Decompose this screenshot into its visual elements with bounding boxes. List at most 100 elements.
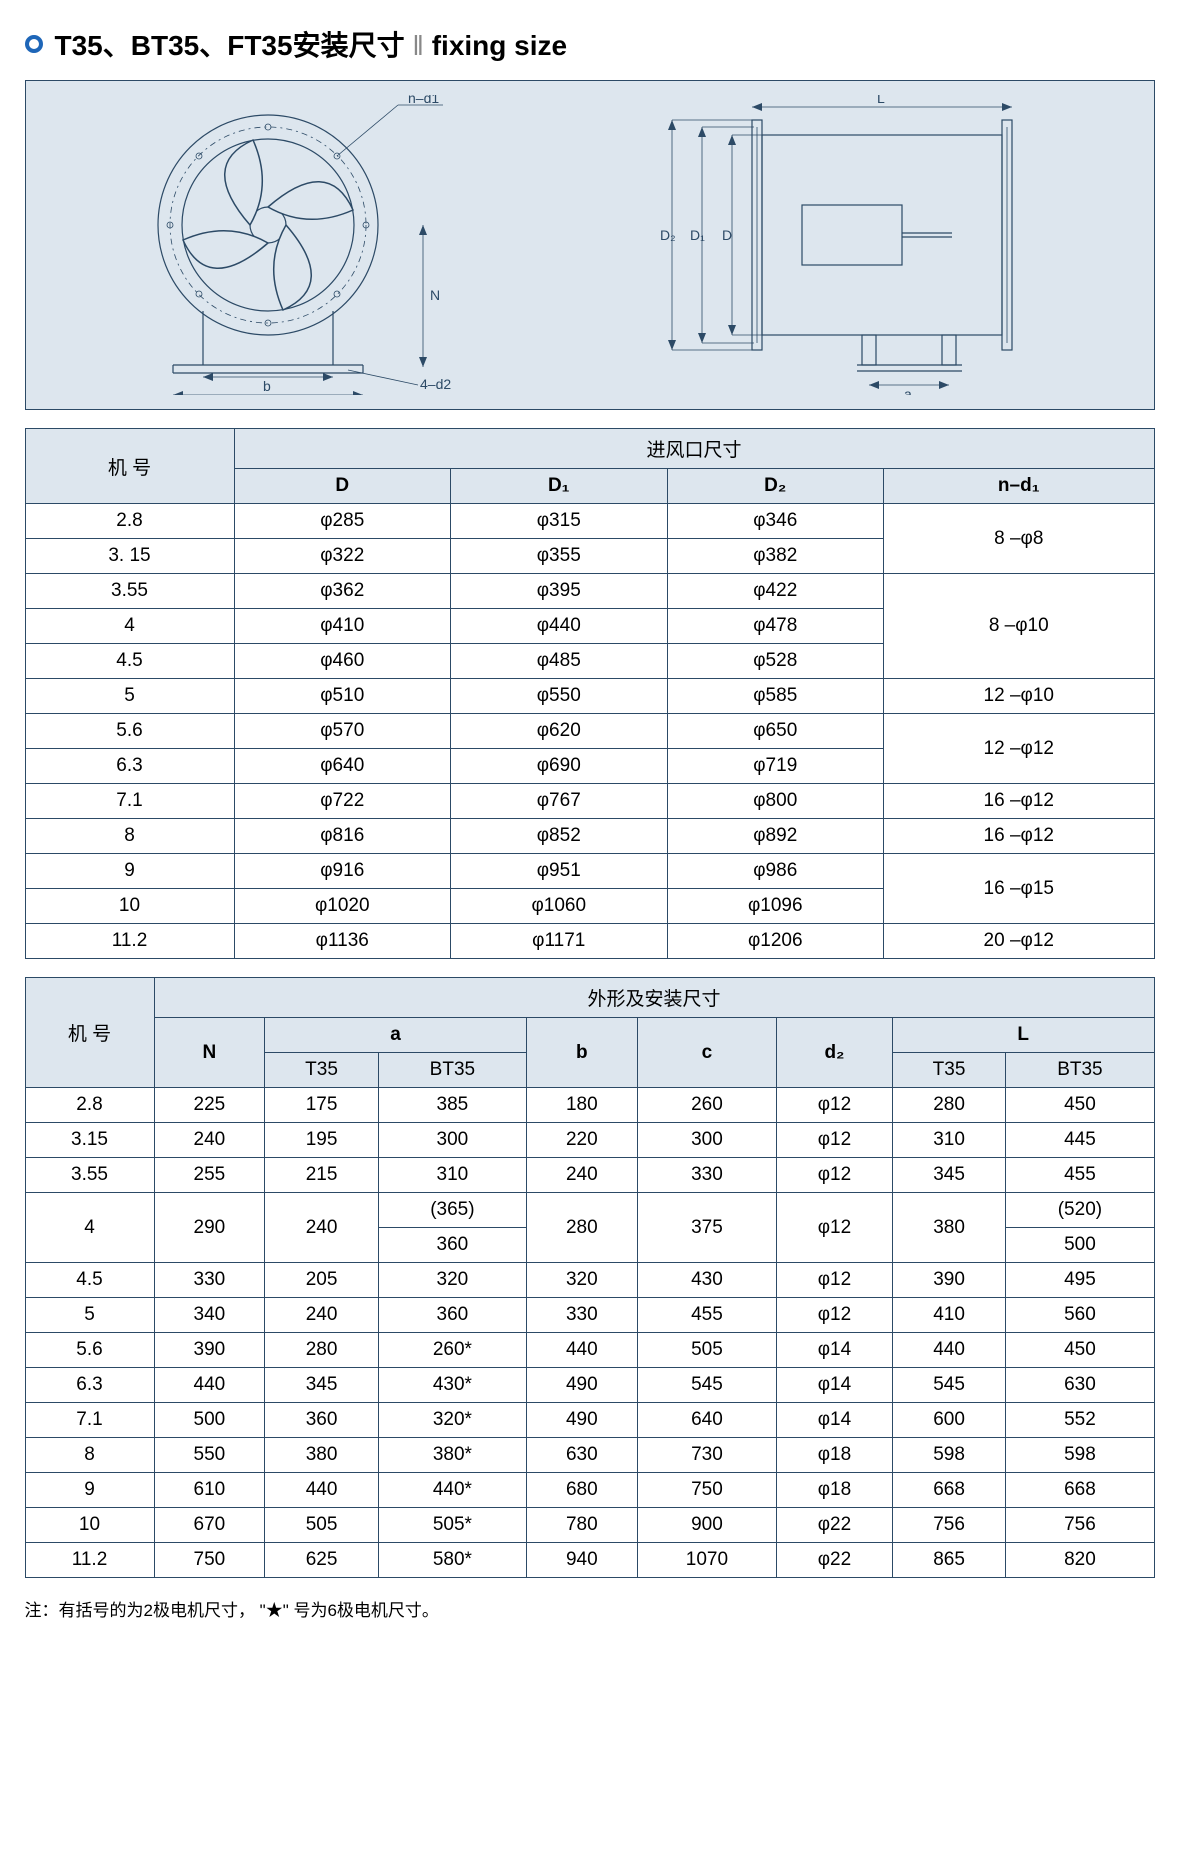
cell: 580* [378, 1543, 526, 1578]
cell: φ1171 [451, 924, 668, 959]
table-row: 9φ916φ951φ98616 –φ15 [25, 854, 1154, 889]
footnote: 注：有括号的为2极电机尺寸， "★" 号为6极电机尺寸。 [25, 1596, 1155, 1621]
table-row: 4.5330205320320430φ12390495 [25, 1263, 1154, 1298]
label-nd1: n–d1 [408, 95, 439, 106]
cell: 430* [378, 1368, 526, 1403]
cell: 175 [265, 1088, 379, 1123]
t1-col-D2: D₂ [667, 469, 884, 504]
cell: 500 [1006, 1228, 1154, 1263]
cell: 756 [1006, 1508, 1154, 1543]
cell: 505 [265, 1508, 379, 1543]
cell: 360 [265, 1403, 379, 1438]
cell: 7.1 [25, 784, 234, 819]
cell: 610 [154, 1473, 265, 1508]
cell: φ650 [667, 714, 884, 749]
cell: 330 [637, 1158, 777, 1193]
cell: 5.6 [25, 714, 234, 749]
cell: φ800 [667, 784, 884, 819]
cell: 630 [526, 1438, 637, 1473]
cell: 3.15 [25, 1123, 154, 1158]
cell: φ12 [777, 1123, 893, 1158]
cell: 5 [25, 1298, 154, 1333]
t2-col-N: N [154, 1018, 265, 1088]
cell: 12 –φ10 [884, 679, 1155, 714]
cell: φ1060 [451, 889, 668, 924]
cell: 455 [637, 1298, 777, 1333]
cell: 7.1 [25, 1403, 154, 1438]
cell: 10 [25, 889, 234, 924]
cell: 12 –φ12 [884, 714, 1155, 784]
cell: 310 [892, 1123, 1006, 1158]
cell: 8 –φ8 [884, 504, 1155, 574]
cell: φ382 [667, 539, 884, 574]
cell: φ14 [777, 1333, 893, 1368]
cell: 6.3 [25, 749, 234, 784]
cell: 375 [637, 1193, 777, 1263]
table-row: 3.15240195300220300φ12310445 [25, 1123, 1154, 1158]
cell: 440 [526, 1333, 637, 1368]
cell: (365) [378, 1193, 526, 1228]
table-row: 11.2750625580*9401070φ22865820 [25, 1543, 1154, 1578]
cell: 430 [637, 1263, 777, 1298]
cell: φ916 [234, 854, 451, 889]
cell: φ410 [234, 609, 451, 644]
cell: φ1206 [667, 924, 884, 959]
cell: 2.8 [25, 504, 234, 539]
cell: 330 [526, 1298, 637, 1333]
label-N: N [430, 287, 440, 303]
cell: 205 [265, 1263, 379, 1298]
cell: 380 [892, 1193, 1006, 1263]
cell: 385 [378, 1088, 526, 1123]
t2-col-d2: d₂ [777, 1018, 893, 1088]
cell: φ690 [451, 749, 668, 784]
cell: 8 [25, 819, 234, 854]
cell: φ1136 [234, 924, 451, 959]
cell: 780 [526, 1508, 637, 1543]
cell: 625 [265, 1543, 379, 1578]
cell: φ585 [667, 679, 884, 714]
cell: 545 [637, 1368, 777, 1403]
cell: 280 [265, 1333, 379, 1368]
cell: 300 [378, 1123, 526, 1158]
cell: 240 [154, 1123, 265, 1158]
table-row: 7.1φ722φ767φ80016 –φ12 [25, 784, 1154, 819]
cell: 560 [1006, 1298, 1154, 1333]
bullet-icon [25, 35, 43, 53]
cell: 670 [154, 1508, 265, 1543]
cell: 668 [1006, 1473, 1154, 1508]
cell: 750 [154, 1543, 265, 1578]
cell: φ12 [777, 1088, 893, 1123]
cell: φ322 [234, 539, 451, 574]
cell: φ460 [234, 644, 451, 679]
cell: 320* [378, 1403, 526, 1438]
cell: 3. 15 [25, 539, 234, 574]
cell: 320 [378, 1263, 526, 1298]
front-view-diagram: n–d1 N 4–d2 b c [118, 95, 488, 395]
t1-col-nd1: n–d₁ [884, 469, 1155, 504]
cell: φ422 [667, 574, 884, 609]
table-row: 7.1500360320*490640φ14600552 [25, 1403, 1154, 1438]
table-row: 3.55φ362φ395φ4228 –φ10 [25, 574, 1154, 609]
table-row: 10670505505*780900φ22756756 [25, 1508, 1154, 1543]
cell: 390 [154, 1333, 265, 1368]
t2-col-LBT35: BT35 [1006, 1053, 1154, 1088]
cell: φ315 [451, 504, 668, 539]
title-main: T35、BT35、FT35安装尺寸 [55, 30, 405, 61]
t2-col-aBT35: BT35 [378, 1053, 526, 1088]
cell: φ892 [667, 819, 884, 854]
cell: φ816 [234, 819, 451, 854]
cell: 4.5 [25, 644, 234, 679]
cell: 450 [1006, 1088, 1154, 1123]
cell: 3.55 [25, 1158, 154, 1193]
t2-col-a: a [265, 1018, 527, 1053]
cell: 552 [1006, 1403, 1154, 1438]
t1-group-header: 进风口尺寸 [234, 429, 1154, 469]
cell: 680 [526, 1473, 637, 1508]
cell: 440 [154, 1368, 265, 1403]
table-row: 2.8225175385180260φ12280450 [25, 1088, 1154, 1123]
cell: φ767 [451, 784, 668, 819]
cell: 255 [154, 1158, 265, 1193]
cell: 180 [526, 1088, 637, 1123]
cell: 505* [378, 1508, 526, 1543]
cell: 11.2 [25, 1543, 154, 1578]
